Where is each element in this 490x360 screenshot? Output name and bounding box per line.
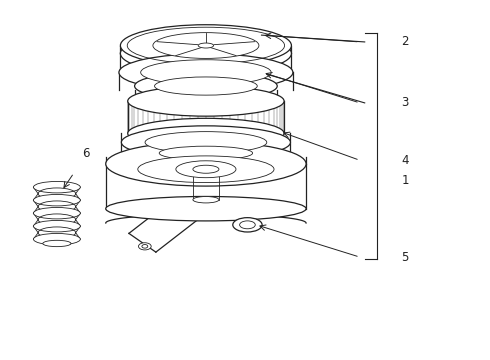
- Ellipse shape: [153, 33, 259, 58]
- Ellipse shape: [145, 132, 267, 153]
- Ellipse shape: [106, 141, 306, 186]
- Ellipse shape: [134, 141, 278, 165]
- Ellipse shape: [33, 194, 80, 206]
- Ellipse shape: [33, 220, 80, 232]
- Ellipse shape: [33, 181, 80, 193]
- Ellipse shape: [119, 54, 293, 91]
- Ellipse shape: [154, 77, 257, 95]
- Ellipse shape: [233, 218, 262, 232]
- Ellipse shape: [121, 33, 292, 74]
- Ellipse shape: [106, 197, 306, 221]
- Text: 5: 5: [401, 251, 409, 264]
- Ellipse shape: [33, 233, 80, 245]
- Ellipse shape: [198, 43, 214, 48]
- Ellipse shape: [135, 72, 277, 100]
- Ellipse shape: [33, 207, 80, 219]
- Text: 6: 6: [82, 147, 90, 159]
- Ellipse shape: [43, 240, 71, 247]
- Text: 2: 2: [401, 35, 409, 49]
- Ellipse shape: [122, 126, 291, 159]
- Ellipse shape: [121, 25, 292, 66]
- Ellipse shape: [176, 161, 236, 178]
- Text: 4: 4: [401, 154, 409, 167]
- Ellipse shape: [128, 86, 284, 116]
- Ellipse shape: [138, 156, 274, 183]
- Ellipse shape: [193, 197, 219, 203]
- Ellipse shape: [141, 60, 271, 85]
- Text: 1: 1: [401, 174, 409, 186]
- Ellipse shape: [193, 165, 219, 173]
- Ellipse shape: [240, 221, 255, 229]
- Ellipse shape: [139, 243, 151, 250]
- Ellipse shape: [159, 146, 253, 160]
- Ellipse shape: [128, 118, 284, 148]
- Ellipse shape: [142, 244, 148, 248]
- Text: 3: 3: [401, 96, 409, 109]
